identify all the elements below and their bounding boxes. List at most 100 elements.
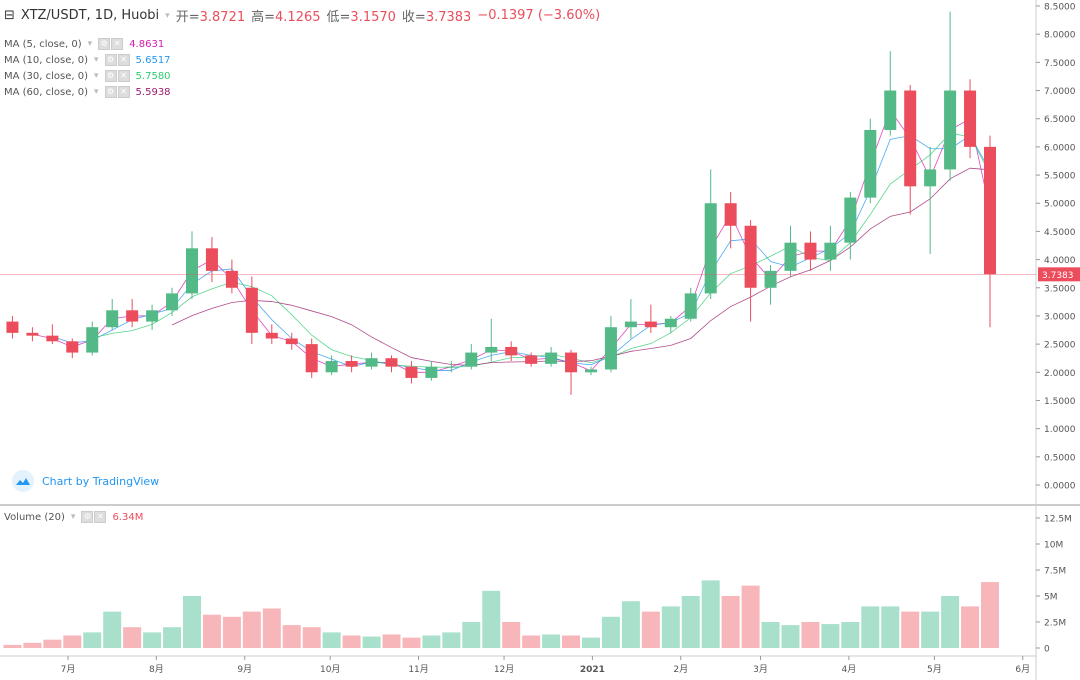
candle-body <box>724 203 737 226</box>
y-tick-label: 0.0000 <box>1044 482 1076 492</box>
y-tick-label: 7.0000 <box>1044 87 1076 97</box>
settings-icon[interactable]: ⚙ <box>81 511 94 523</box>
chevron-down-icon[interactable]: ▾ <box>87 39 93 49</box>
close-icon[interactable]: ✕ <box>94 511 107 523</box>
ma-value: 5.5938 <box>135 86 171 98</box>
ma-value: 5.7580 <box>135 70 171 82</box>
close-label: 收= <box>401 10 426 25</box>
ma-legend: MA (30, close, 0) ▾ ⚙ ✕ 5.7580 <box>4 70 171 82</box>
volume-bar <box>821 624 840 648</box>
candle-body <box>565 352 578 373</box>
candle-body <box>325 361 338 373</box>
chevron-down-icon[interactable]: ▾ <box>165 10 170 21</box>
x-tick-label: 5月 <box>927 664 942 675</box>
last-price-badge <box>1038 267 1080 282</box>
volume-tick-label: 12.5M <box>1044 515 1072 525</box>
volume-bar <box>582 637 600 648</box>
candle-body <box>86 327 99 353</box>
candle-body <box>804 242 817 260</box>
y-tick-label: 8.0000 <box>1044 31 1076 41</box>
y-tick-label: 4.5000 <box>1044 228 1076 238</box>
volume-tick-label: 7.5M <box>1044 567 1066 577</box>
volume-bar <box>83 632 102 648</box>
collapse-icon[interactable]: ⊟ <box>4 8 15 23</box>
close-icon[interactable]: ✕ <box>117 54 130 66</box>
volume-label[interactable]: Volume (20) <box>4 511 65 523</box>
volume-bar <box>761 622 780 648</box>
candle-body <box>126 310 139 322</box>
candle-body <box>465 352 478 367</box>
y-tick-label: 6.0000 <box>1044 143 1076 153</box>
close-icon[interactable]: ✕ <box>117 86 130 98</box>
volume-bar <box>342 635 361 648</box>
volume-tick-label: 10M <box>1044 541 1063 551</box>
chevron-down-icon[interactable]: ▾ <box>94 71 99 81</box>
candle-body <box>684 293 697 319</box>
chevron-down-icon[interactable]: ▾ <box>94 55 99 65</box>
volume-bar <box>462 622 481 648</box>
chevron-down-icon[interactable]: ▾ <box>94 87 99 97</box>
candle-body <box>844 197 857 243</box>
ma-legend: MA (5, close, 0) ▾ ⚙ ✕ 4.8631 <box>4 38 164 50</box>
volume-bar <box>103 611 122 648</box>
x-tick-label: 3月 <box>753 664 768 675</box>
candle-body <box>984 146 996 275</box>
y-tick-label: 0.5000 <box>1044 453 1076 463</box>
volume-bar <box>143 632 162 648</box>
tradingview-watermark[interactable]: Chart by TradingView <box>12 470 159 492</box>
volume-bar <box>781 625 800 648</box>
y-tick-label: 5.5000 <box>1044 172 1076 182</box>
close-icon[interactable]: ✕ <box>117 70 130 82</box>
y-tick-label: 1.0000 <box>1044 425 1076 435</box>
x-tick-label: 7月 <box>61 664 76 675</box>
volume-bar <box>242 611 261 648</box>
ma-label[interactable]: MA (60, close, 0) <box>4 86 89 98</box>
settings-icon[interactable]: ⚙ <box>104 86 117 98</box>
volume-bar <box>322 632 341 648</box>
volume-bar <box>23 642 42 648</box>
close-icon[interactable]: ✕ <box>111 38 124 50</box>
volume-bar <box>741 585 760 648</box>
ma-label[interactable]: MA (30, close, 0) <box>4 70 89 82</box>
volume-bar <box>981 582 999 648</box>
settings-icon[interactable]: ⚙ <box>104 70 117 82</box>
y-tick-label: 7.5000 <box>1044 59 1076 69</box>
volume-tick-label: 0 <box>1044 645 1050 655</box>
volume-bar <box>202 614 221 648</box>
candle-body <box>166 293 179 311</box>
volume-bar <box>641 611 660 648</box>
settings-icon[interactable]: ⚙ <box>98 38 111 50</box>
settings-icon[interactable]: ⚙ <box>104 54 117 66</box>
close-value: 3.7383 <box>425 10 472 25</box>
ma-legend: MA (10, close, 0) ▾ ⚙ ✕ 5.6517 <box>4 54 171 66</box>
volume-bar <box>402 637 421 648</box>
candle-body <box>545 352 558 364</box>
y-tick-label: 3.5000 <box>1044 284 1076 294</box>
volume-bar <box>661 606 680 648</box>
candle-body <box>445 366 458 368</box>
x-tick-label: 11月 <box>408 664 428 675</box>
chevron-down-icon[interactable]: ▾ <box>70 512 76 522</box>
low-label: 低= <box>326 10 351 25</box>
candle-body <box>884 90 897 130</box>
ma-label[interactable]: MA (5, close, 0) <box>4 38 82 50</box>
volume-bar <box>621 601 640 648</box>
y-tick-label: 2.5000 <box>1044 341 1076 351</box>
volume-bar <box>801 622 820 648</box>
volume-bar <box>282 625 301 648</box>
volume-legend: Volume (20) ▾ ⚙ ✕ 6.34M <box>4 511 143 523</box>
x-tick-label: 8月 <box>149 664 164 675</box>
y-tick-label: 4.0000 <box>1044 256 1076 266</box>
symbol-title[interactable]: XTZ/USDT, 1D, Huobi <box>20 8 160 23</box>
candle-body <box>824 242 837 260</box>
candle-body <box>146 310 159 322</box>
candle-body <box>385 358 398 367</box>
ma-legend: MA (60, close, 0) ▾ ⚙ ✕ 5.5938 <box>4 86 171 98</box>
x-tick-label: 6月 <box>1015 664 1030 675</box>
candle-body <box>485 346 498 353</box>
last-price-label: 3.7383 <box>1042 271 1074 281</box>
ma-label[interactable]: MA (10, close, 0) <box>4 54 89 66</box>
candle-body <box>924 169 937 187</box>
volume-bar <box>921 611 940 648</box>
